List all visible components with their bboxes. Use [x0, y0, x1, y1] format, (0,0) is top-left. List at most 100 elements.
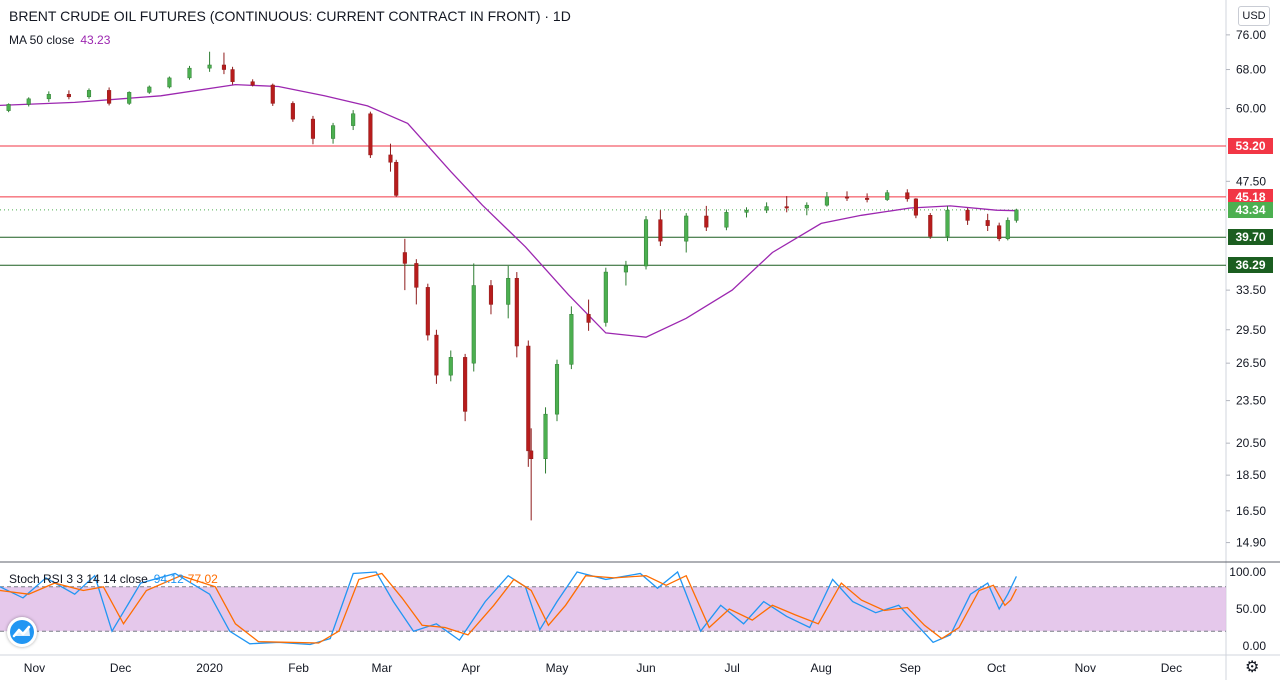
candle-body [46, 94, 51, 100]
candle-body [784, 206, 789, 209]
candle-body [643, 219, 649, 267]
candle-body [471, 285, 476, 364]
y-tick-label: 20.50 [1236, 436, 1266, 450]
x-tick-label: Nov [24, 661, 45, 675]
y-tick-label: 26.50 [1236, 356, 1266, 370]
candle-body [107, 90, 112, 104]
oscillator-tick-label: 0.00 [1243, 639, 1267, 653]
x-tick-label: Mar [372, 661, 393, 675]
candle-body [402, 252, 407, 264]
candle-body [448, 357, 453, 376]
candle-body [434, 334, 439, 376]
candle-body [569, 314, 574, 365]
price-label-36-29: 36.29 [1228, 257, 1273, 274]
candles-group [6, 51, 1019, 521]
candle-body [865, 197, 870, 200]
candle-body [658, 219, 663, 242]
y-tick-label: 60.00 [1236, 102, 1266, 116]
x-tick-label: Sep [899, 661, 921, 675]
oscillator-legend: Stoch RSI 3 3 14 14 close 94.12 77.02 [9, 572, 218, 586]
candle-body [207, 64, 212, 69]
candle-body [804, 204, 809, 209]
candle-body [66, 94, 71, 98]
x-tick-label: Jul [724, 661, 739, 675]
candle-body [425, 287, 430, 336]
candle-body [1005, 220, 1010, 240]
candle-body [394, 161, 399, 196]
y-tick-label: 23.50 [1236, 394, 1266, 408]
x-tick-label: Apr [462, 661, 481, 675]
candle-body [167, 77, 172, 88]
candle-body [913, 198, 918, 216]
price-label-39-70: 39.70 [1228, 229, 1273, 246]
y-tick-label: 47.50 [1236, 174, 1266, 188]
stoch-d-line [0, 572, 1017, 644]
candle-body [529, 450, 534, 459]
candle-body [724, 212, 729, 228]
x-tick-label: Nov [1075, 661, 1096, 675]
candle-body [684, 215, 689, 242]
x-tick-label: Oct [987, 661, 1006, 675]
candle-body [985, 220, 990, 226]
price-label-last: 43.34 [1228, 201, 1273, 218]
candle-body [514, 278, 519, 347]
candle-body [506, 278, 511, 305]
candle-body [824, 196, 829, 206]
candle-body [388, 154, 393, 163]
ma-label: MA 50 close [9, 33, 75, 47]
candle-body [250, 81, 255, 86]
candle-body [526, 345, 531, 452]
ma-value: 43.23 [80, 33, 111, 47]
candle-body [147, 86, 152, 93]
x-tick-label: May [546, 661, 569, 675]
candle-body [543, 413, 548, 459]
candle-body [965, 209, 970, 221]
candle-body [127, 92, 132, 104]
candle-body [221, 64, 227, 70]
y-tick-label: 76.00 [1236, 28, 1266, 42]
tradingview-logo-icon[interactable] [7, 617, 37, 647]
oscillator-k-value: 94.12 [153, 572, 184, 586]
gear-icon[interactable]: ⚙ [1245, 659, 1260, 676]
ma-50-line [0, 83, 1017, 338]
x-tick-label: Jun [636, 661, 655, 675]
chart-title: BRENT CRUDE OIL FUTURES (CONTINUOUS: CUR… [9, 8, 571, 24]
candle-body [586, 314, 591, 323]
candle-body [290, 103, 295, 120]
candle-body [463, 357, 468, 412]
candle-body [945, 209, 950, 237]
candle-body [331, 125, 336, 139]
y-tick-label: 16.50 [1236, 504, 1266, 518]
candle-body [86, 90, 92, 98]
x-tick-label: Aug [810, 661, 831, 675]
y-tick-label: 14.90 [1236, 536, 1266, 550]
candle-body [6, 104, 11, 111]
ma-legend: MA 50 close 43.23 [9, 33, 110, 47]
candle-body [351, 113, 356, 126]
candle-body [885, 192, 890, 200]
candle-body [310, 118, 316, 139]
candle-body [997, 225, 1002, 240]
candle-body [368, 113, 373, 156]
candle-body [488, 285, 494, 305]
price-label-53-20: 53.20 [1228, 138, 1273, 154]
x-tick-label: Feb [288, 661, 309, 675]
candle-body [270, 84, 275, 104]
x-tick-label: Dec [1161, 661, 1182, 675]
candle-body [1014, 209, 1019, 221]
currency-button[interactable]: USD [1238, 6, 1270, 26]
candle-body [26, 98, 31, 105]
candle-body [744, 209, 749, 213]
oscillator-d-value: 77.02 [187, 572, 218, 586]
candle-body [414, 263, 419, 288]
y-tick-label: 33.50 [1236, 283, 1266, 297]
candle-body [928, 215, 933, 237]
candle-body [623, 265, 628, 273]
candle-body [554, 364, 560, 415]
oscillator-tick-label: 50.00 [1236, 602, 1266, 616]
candle-body [704, 215, 709, 228]
x-tick-label: 2020 [196, 661, 223, 675]
oscillator-label: Stoch RSI 3 3 14 14 close [9, 572, 148, 586]
